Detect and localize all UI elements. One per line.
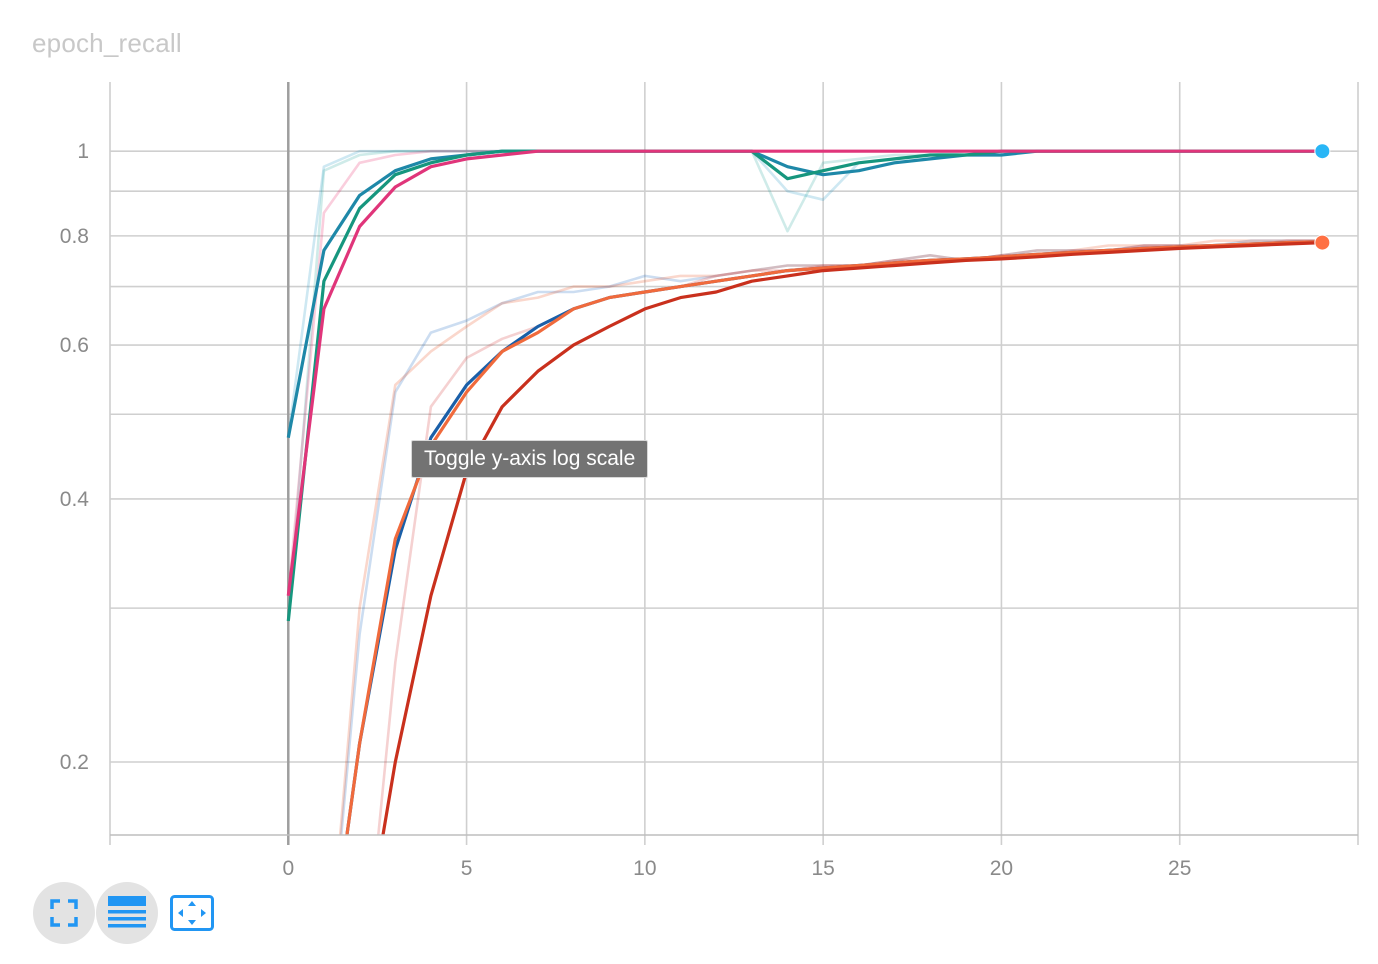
- list-icon: [108, 896, 146, 928]
- raw-series-line-4: [338, 239, 1323, 835]
- raw-series-line-3: [339, 239, 1323, 835]
- series-endpoint-dot-0: [1314, 143, 1331, 160]
- x-tick-label: 0: [282, 857, 294, 880]
- raw-series-line-0: [287, 149, 1323, 438]
- raw-series-line-5: [377, 239, 1323, 835]
- smoothed-series-line-8: [286, 149, 1323, 596]
- x-tick-label: 15: [811, 857, 834, 880]
- smoothed-series-line-11: [381, 241, 1323, 835]
- smoothed-series-line-9: [345, 240, 1323, 835]
- line-chart[interactable]: 0.20.40.60.810 5 10 15 20 25: [0, 0, 1378, 890]
- y-tick-label: 0.4: [60, 488, 90, 511]
- y-tick-label: 0.6: [60, 334, 89, 357]
- smoothed-series-line-10: [345, 240, 1323, 835]
- fullscreen-button[interactable]: [33, 882, 95, 944]
- y-tick-label: 1: [77, 140, 89, 163]
- raw-series-line-2: [287, 149, 1323, 596]
- log-scale-tooltip: Toggle y-axis log scale: [411, 440, 649, 478]
- y-tick-label: 0.8: [60, 225, 89, 248]
- fit-domain-button[interactable]: [169, 890, 215, 936]
- x-tick-label: 5: [461, 857, 473, 880]
- data-table-button[interactable]: [96, 882, 158, 944]
- fullscreen-icon: [50, 899, 78, 927]
- y-tick-label: 0.2: [60, 751, 89, 774]
- x-tick-label: 10: [633, 857, 656, 880]
- chart-title: epoch_recall: [32, 28, 182, 58]
- x-tick-label: 25: [1168, 857, 1191, 880]
- series-endpoint-dot-1: [1314, 234, 1331, 251]
- fit-domain-icon: [170, 895, 214, 931]
- x-tick-label: 20: [990, 857, 1013, 880]
